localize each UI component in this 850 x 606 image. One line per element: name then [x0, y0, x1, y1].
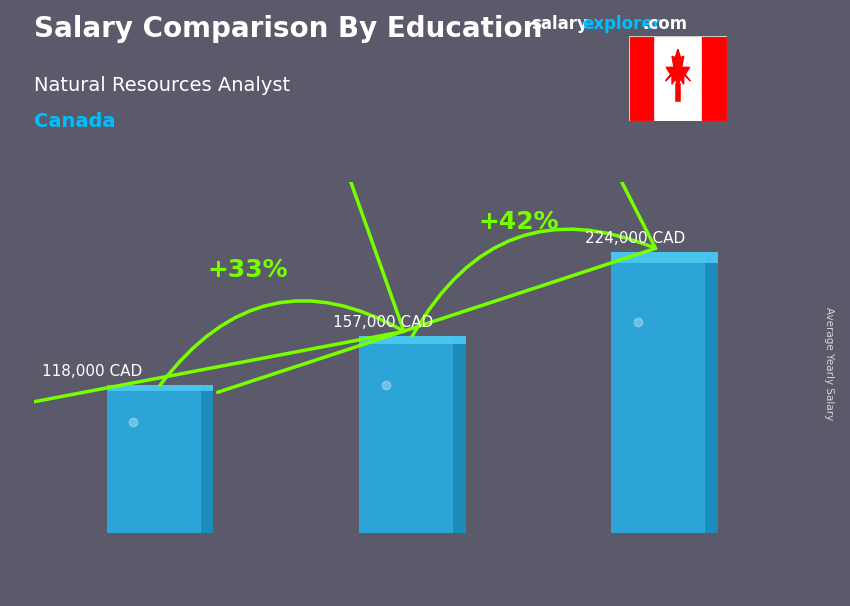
Text: 224,000 CAD: 224,000 CAD [585, 231, 685, 246]
FancyBboxPatch shape [359, 336, 466, 533]
FancyArrowPatch shape [0, 0, 404, 418]
Text: Natural Resources Analyst: Natural Resources Analyst [34, 76, 290, 95]
Text: Canada: Canada [34, 112, 116, 131]
Text: Average Yearly Salary: Average Yearly Salary [824, 307, 834, 420]
FancyBboxPatch shape [107, 385, 213, 391]
Polygon shape [666, 49, 690, 86]
FancyBboxPatch shape [611, 252, 717, 533]
FancyBboxPatch shape [201, 385, 213, 533]
FancyArrowPatch shape [218, 0, 655, 392]
FancyBboxPatch shape [453, 336, 466, 533]
Bar [702, 36, 727, 121]
Text: salary: salary [531, 15, 588, 33]
Text: Salary Comparison By Education: Salary Comparison By Education [34, 15, 542, 43]
Text: +33%: +33% [207, 258, 287, 282]
FancyBboxPatch shape [107, 385, 213, 533]
Text: explorer: explorer [582, 15, 661, 33]
FancyBboxPatch shape [359, 336, 466, 344]
FancyBboxPatch shape [705, 252, 717, 533]
Bar [629, 36, 654, 121]
Text: +42%: +42% [479, 210, 559, 234]
FancyBboxPatch shape [611, 252, 717, 264]
Text: .com: .com [642, 15, 687, 33]
Text: 157,000 CAD: 157,000 CAD [333, 315, 434, 330]
Text: 118,000 CAD: 118,000 CAD [42, 364, 142, 379]
